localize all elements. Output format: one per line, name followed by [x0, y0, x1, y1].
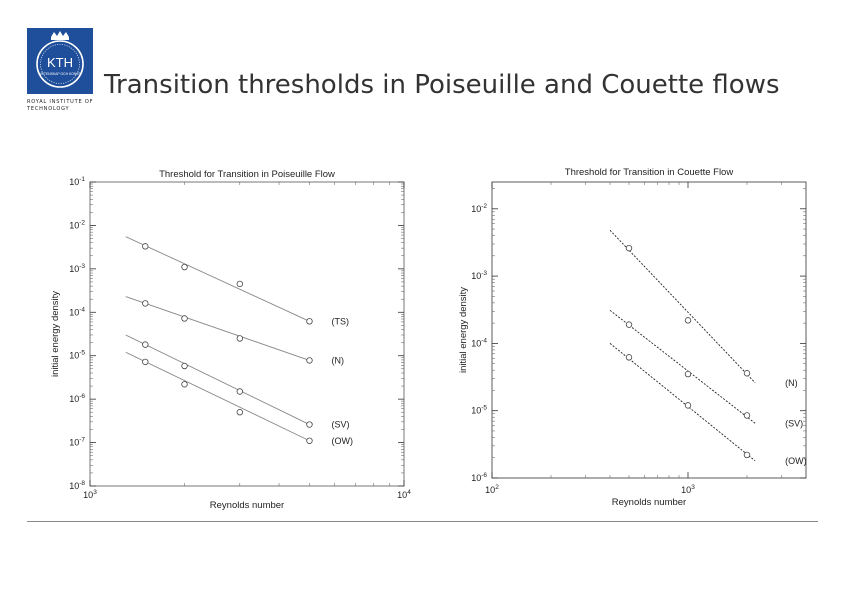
kth-crest-icon: KTH VETENSKAP OCH KONST [27, 28, 93, 94]
data-point-marker [625, 354, 633, 361]
y-tick-label: 10-5 [69, 350, 85, 361]
y-tick-label: 10-8 [69, 480, 85, 491]
y-tick-label: 10-3 [69, 263, 85, 274]
data-point-marker [306, 357, 313, 364]
data-point-marker [625, 244, 633, 252]
x-axis-label: Reynolds number [210, 500, 284, 511]
y-axis-label: initial energy density [458, 287, 469, 373]
data-point-marker [236, 388, 244, 395]
poiseuille-chart: Threshold for Transition in Poiseuille F… [50, 169, 411, 511]
series-fit-line [125, 334, 310, 425]
data-point-marker [236, 409, 244, 416]
data-point-marker [743, 451, 751, 459]
chart-title: Threshold for Transition in Poiseuille F… [159, 169, 335, 180]
series-label: (N) [331, 355, 344, 365]
data-point-marker [684, 402, 692, 409]
data-point-marker [236, 280, 244, 288]
data-point-marker [236, 335, 244, 342]
series-fit-line [609, 229, 756, 384]
x-tick-label: 103 [83, 489, 97, 500]
series-label: (SV) [785, 418, 803, 428]
y-tick-label: 10-2 [69, 219, 85, 230]
logo-monogram: KTH [47, 55, 73, 70]
logo-inner-ring [40, 44, 80, 84]
slide-title: Transition thresholds in Poiseuille and … [104, 70, 780, 100]
y-tick-label: 10-7 [69, 437, 85, 448]
kth-logo: KTH VETENSKAP OCH KONST [27, 28, 93, 94]
logo-caption: ROYAL INSTITUTE OF TECHNOLOGY [27, 99, 94, 112]
series-fit-line [125, 236, 310, 322]
data-point-marker [142, 243, 149, 250]
data-point-marker [181, 362, 188, 370]
footer-divider [27, 521, 818, 522]
data-point-marker [743, 412, 751, 419]
x-axis-label: Reynolds number [612, 497, 686, 508]
x-tick-label: 104 [397, 489, 411, 500]
data-point-marker [181, 381, 188, 388]
series-fit-line [609, 309, 756, 424]
y-tick-label: 10-3 [471, 270, 487, 281]
y-tick-label: 10-4 [69, 306, 85, 317]
logo-ring [36, 40, 84, 88]
data-point-marker [142, 300, 149, 307]
data-point-marker [743, 370, 751, 377]
data-point-marker [306, 421, 313, 428]
y-axis-label: initial energy density [50, 291, 61, 377]
data-point-marker [306, 318, 313, 325]
couette-chart: Threshold for Transition in Couette Flow… [458, 167, 807, 508]
y-tick-label: 10-2 [471, 203, 487, 214]
y-tick-label: 10-4 [471, 337, 487, 348]
series-fit-line [609, 343, 756, 462]
couette-chart-container: Threshold for Transition in Couette Flow… [450, 160, 820, 520]
series-label: (OW) [785, 456, 807, 466]
data-point-marker [142, 341, 149, 348]
series-label: (OW) [331, 436, 353, 446]
poiseuille-chart-container: Threshold for Transition in Poiseuille F… [30, 160, 415, 520]
logo-motto: VETENSKAP OCH KONST [39, 72, 80, 76]
data-point-marker [306, 437, 313, 444]
data-point-marker [181, 315, 188, 322]
data-point-marker [684, 317, 692, 324]
plot-frame [491, 181, 807, 479]
y-tick-label: 10-1 [69, 176, 85, 187]
data-point-marker [142, 358, 149, 366]
series-fit-line [125, 351, 310, 442]
series-label: (SV) [331, 420, 349, 430]
y-tick-label: 10-6 [471, 472, 487, 483]
y-tick-label: 10-6 [69, 393, 85, 404]
series-fit-line [125, 296, 310, 361]
data-point-marker [684, 370, 692, 378]
x-tick-label: 103 [681, 484, 695, 495]
crown-icon [51, 31, 69, 40]
chart-title: Threshold for Transition in Couette Flow [565, 167, 734, 178]
data-point-marker [625, 321, 633, 328]
data-point-marker [181, 263, 188, 271]
series-label: (TS) [331, 316, 349, 326]
y-tick-label: 10-5 [471, 405, 487, 416]
x-tick-label: 102 [485, 484, 499, 495]
plot-frame [89, 181, 405, 487]
series-label: (N) [785, 378, 798, 388]
